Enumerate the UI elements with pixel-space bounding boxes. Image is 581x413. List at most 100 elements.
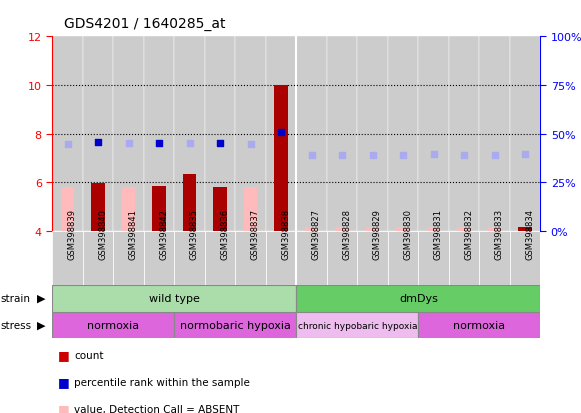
Text: normoxia: normoxia <box>453 320 505 330</box>
Text: GSM398827: GSM398827 <box>311 209 321 259</box>
Text: GSM398830: GSM398830 <box>403 209 412 259</box>
Bar <box>327 37 357 231</box>
FancyBboxPatch shape <box>357 231 388 285</box>
Point <box>63 142 72 148</box>
Bar <box>365 228 379 231</box>
Text: GSM398828: GSM398828 <box>342 209 351 259</box>
FancyBboxPatch shape <box>296 312 418 339</box>
Bar <box>60 188 74 231</box>
Bar <box>235 37 266 231</box>
Point <box>94 140 103 146</box>
Text: GSM398835: GSM398835 <box>189 209 199 259</box>
Text: count: count <box>74 350 104 360</box>
FancyBboxPatch shape <box>418 312 540 339</box>
Bar <box>266 37 296 231</box>
FancyBboxPatch shape <box>205 231 235 285</box>
Bar <box>304 228 318 231</box>
Point <box>307 153 316 159</box>
Text: GSM398837: GSM398837 <box>250 209 260 259</box>
Bar <box>182 174 196 231</box>
Point <box>460 153 469 159</box>
Text: percentile rank within the sample: percentile rank within the sample <box>74 377 250 387</box>
FancyBboxPatch shape <box>235 231 266 285</box>
Text: GSM398833: GSM398833 <box>494 209 504 259</box>
Bar <box>205 37 235 231</box>
Text: normoxia: normoxia <box>87 320 139 330</box>
Bar <box>121 188 135 231</box>
Text: chronic hypobaric hypoxia: chronic hypobaric hypoxia <box>297 321 417 330</box>
Bar <box>426 228 440 231</box>
Text: dmDys: dmDys <box>399 293 437 304</box>
Text: GSM398841: GSM398841 <box>128 209 138 259</box>
Bar <box>144 37 174 231</box>
Text: ■: ■ <box>58 349 70 362</box>
Point <box>429 152 438 158</box>
Point <box>490 153 499 159</box>
Text: normobaric hypoxia: normobaric hypoxia <box>180 320 290 330</box>
FancyBboxPatch shape <box>510 231 540 285</box>
Text: ▶: ▶ <box>37 320 45 330</box>
FancyBboxPatch shape <box>52 231 83 285</box>
FancyBboxPatch shape <box>388 231 418 285</box>
Text: ▶: ▶ <box>37 293 45 304</box>
Point <box>399 153 408 159</box>
Text: ■: ■ <box>58 375 70 389</box>
Bar <box>52 37 83 231</box>
Text: GSM398838: GSM398838 <box>281 209 290 259</box>
Text: GSM398839: GSM398839 <box>67 209 77 259</box>
Bar <box>113 37 144 231</box>
Bar <box>91 184 105 231</box>
Point <box>155 140 164 147</box>
Point <box>216 140 225 147</box>
Bar <box>174 37 205 231</box>
Bar <box>213 188 227 231</box>
FancyBboxPatch shape <box>296 285 540 312</box>
Text: GSM398829: GSM398829 <box>372 209 382 259</box>
FancyBboxPatch shape <box>418 231 449 285</box>
Bar <box>296 37 327 231</box>
FancyBboxPatch shape <box>52 312 174 339</box>
Text: value, Detection Call = ABSENT: value, Detection Call = ABSENT <box>74 404 240 413</box>
Point <box>368 153 377 159</box>
FancyBboxPatch shape <box>52 285 296 312</box>
FancyBboxPatch shape <box>144 231 174 285</box>
Point <box>124 140 133 147</box>
Point <box>185 140 194 147</box>
Bar <box>396 228 410 231</box>
FancyBboxPatch shape <box>296 231 327 285</box>
Point <box>338 153 347 159</box>
Text: GSM398842: GSM398842 <box>159 209 168 259</box>
Point <box>521 152 530 158</box>
FancyBboxPatch shape <box>83 231 113 285</box>
Bar <box>83 37 113 231</box>
Text: strain: strain <box>1 293 31 304</box>
FancyBboxPatch shape <box>479 231 510 285</box>
Bar <box>388 37 418 231</box>
Point <box>277 130 286 136</box>
Bar <box>152 186 166 231</box>
Bar <box>518 228 532 231</box>
Point <box>246 142 255 148</box>
Bar <box>418 37 449 231</box>
Text: GSM398840: GSM398840 <box>98 209 107 259</box>
FancyBboxPatch shape <box>113 231 144 285</box>
FancyBboxPatch shape <box>174 312 296 339</box>
FancyBboxPatch shape <box>266 231 296 285</box>
Text: GSM398831: GSM398831 <box>433 209 443 259</box>
Bar <box>510 37 540 231</box>
FancyBboxPatch shape <box>449 231 479 285</box>
FancyBboxPatch shape <box>174 231 205 285</box>
Bar <box>243 188 257 231</box>
Bar <box>457 228 471 231</box>
Text: wild type: wild type <box>149 293 200 304</box>
Bar <box>449 37 479 231</box>
Text: GSM398834: GSM398834 <box>525 209 534 259</box>
Bar <box>479 37 510 231</box>
FancyBboxPatch shape <box>327 231 357 285</box>
Text: GSM398832: GSM398832 <box>464 209 473 259</box>
Text: GSM398836: GSM398836 <box>220 209 229 259</box>
Bar <box>357 37 388 231</box>
Bar <box>335 228 349 231</box>
Bar <box>487 228 501 231</box>
Text: stress: stress <box>1 320 32 330</box>
